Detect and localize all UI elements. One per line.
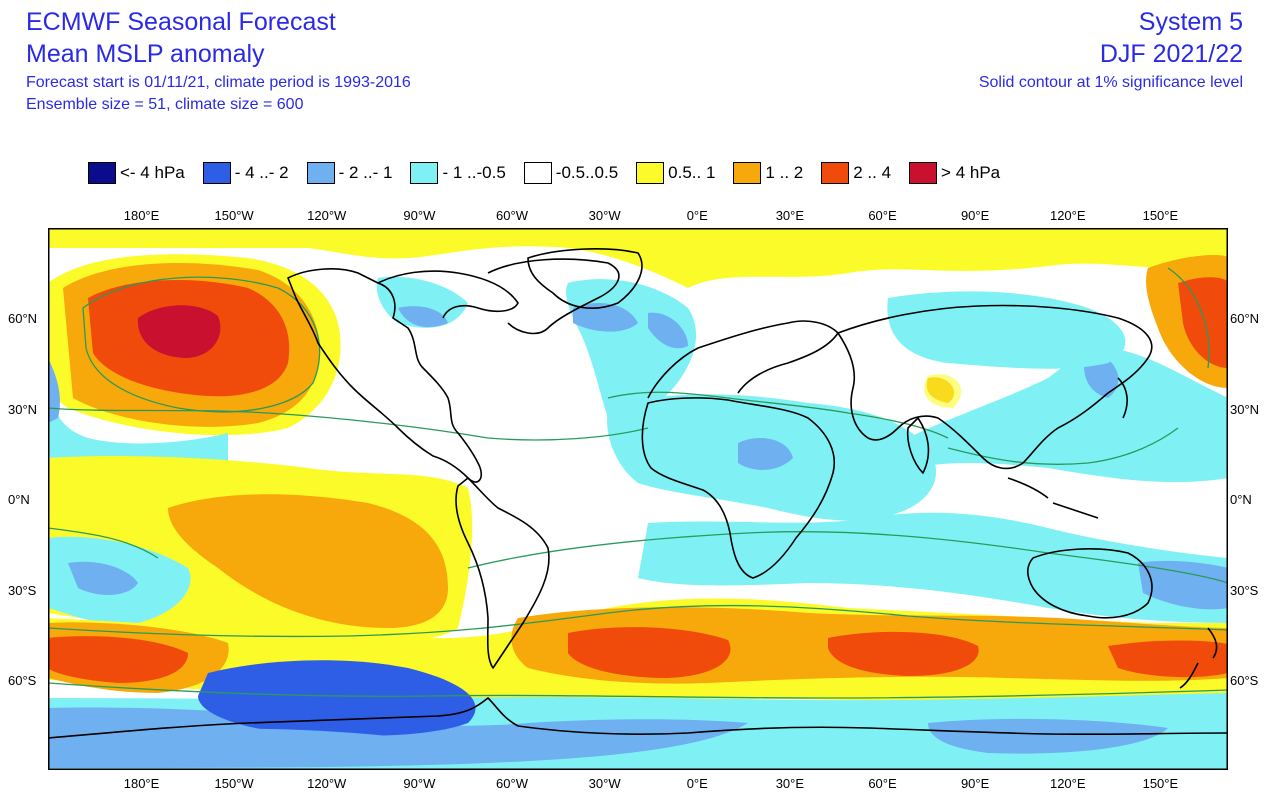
north-pacific-darkred [137, 305, 221, 358]
lon-tick-label: 150°W [214, 208, 254, 223]
lon-tick-label: 0°E [686, 776, 708, 791]
legend-item: -0.5..0.5 [523, 162, 619, 184]
lon-tick-label: 180°E [123, 208, 160, 223]
ensemble-info: Ensemble size = 51, climate size = 600 [26, 96, 304, 113]
chart-title: ECMWF Seasonal Forecast [26, 8, 336, 36]
legend-label: <- 4 hPa [120, 163, 185, 182]
lon-tick-label: 30°W [588, 776, 621, 791]
lat-tick-label-left: 0°N [8, 492, 30, 507]
lon-tick-label: 90°W [403, 776, 436, 791]
chart-subtitle: Mean MSLP anomaly [26, 40, 265, 68]
legend-item: > 4 hPa [909, 162, 1000, 184]
tropical-pacific-orange [168, 494, 448, 628]
lon-tick-label: 30°E [775, 776, 805, 791]
legend-swatch [523, 162, 552, 184]
legend-label: 0.5.. 1 [668, 163, 716, 182]
system-label: System 5 [1138, 8, 1243, 36]
map-frame [48, 228, 1228, 770]
lat-tick-label-right: 60°S [1230, 673, 1259, 688]
legend-swatch [636, 162, 665, 184]
asia-cyan [887, 291, 1126, 369]
legend-item: - 1 ..-0.5 [410, 162, 506, 184]
period-label: DJF 2021/22 [1099, 40, 1243, 68]
legend-label: 1 .. 2 [765, 163, 804, 182]
legend-swatch [410, 162, 439, 184]
lat-tick-label-left: 60°N [8, 311, 38, 326]
lon-tick-label: 0°E [686, 208, 708, 223]
arctic-positive-region [48, 228, 1228, 288]
lat-tick-label-left: 30°N [8, 402, 38, 417]
lon-tick-label: 120°W [307, 208, 347, 223]
legend-swatch [821, 162, 850, 184]
lat-tick-label-right: 0°N [1230, 492, 1252, 507]
lon-tick-label: 120°E [1049, 776, 1086, 791]
anomaly-map [48, 228, 1228, 770]
legend-item: <- 4 hPa [88, 162, 185, 184]
lon-tick-label: 60°W [496, 776, 528, 791]
coastlines [48, 248, 1228, 739]
lon-tick-label: 150°W [214, 776, 254, 791]
legend-item: 2 .. 4 [821, 162, 891, 184]
legend-swatch [909, 162, 938, 184]
lat-tick-label-right: 60°N [1230, 311, 1260, 326]
legend-swatch [88, 162, 116, 184]
lon-tick-label: 60°E [868, 208, 897, 223]
lon-tick-label: 60°W [496, 208, 528, 223]
title-block: ECMWF Seasonal Forecast Mean MSLP anomal… [26, 6, 411, 116]
lon-tick-label: 150°E [1142, 208, 1179, 223]
legend-swatch [733, 162, 762, 184]
legend-swatch [202, 162, 231, 184]
lon-tick-label: 120°W [307, 776, 347, 791]
lon-tick-label: 30°E [775, 208, 805, 223]
lat-tick-label-right: 30°S [1230, 583, 1259, 598]
legend-item: - 4 ..- 2 [202, 162, 289, 184]
color-legend: <- 4 hPa - 4 ..- 2 - 2 ..- 1 - 1 ..-0.5 -0.5… [88, 162, 1018, 184]
lon-tick-label: 90°E [960, 776, 990, 791]
legend-label: - 2 ..- 1 [338, 163, 393, 182]
legend-label: - 1 ..-0.5 [442, 163, 506, 182]
legend-label: 2 .. 4 [853, 163, 892, 182]
system-block: System 5 DJF 2021/22 Solid contour at 1%… [979, 6, 1243, 94]
lat-tick-label-right: 30°N [1230, 402, 1260, 417]
lon-tick-label: 30°W [588, 208, 621, 223]
lon-tick-label: 90°E [960, 208, 990, 223]
legend-label: - 4 ..- 2 [234, 163, 289, 182]
legend-item: 0.5.. 1 [636, 162, 715, 184]
southern-ocean-red [48, 636, 188, 683]
legend-swatch [306, 162, 335, 184]
legend-item: - 2 ..- 1 [306, 162, 393, 184]
legend-label: > 4 hPa [941, 163, 1001, 182]
significance-note: Solid contour at 1% significance level [978, 74, 1243, 91]
lon-tick-label: 120°E [1049, 208, 1086, 223]
lat-tick-label-left: 30°S [8, 583, 37, 598]
lat-tick-label-left: 60°S [8, 673, 37, 688]
lon-tick-label: 90°W [403, 208, 436, 223]
forecast-info: Forecast start is 01/11/21, climate peri… [26, 74, 411, 91]
significance-contours [48, 267, 1228, 699]
lon-tick-label: 60°E [868, 776, 897, 791]
lon-tick-label: 150°E [1142, 776, 1179, 791]
legend-item: 1 .. 2 [733, 162, 803, 184]
legend-label: -0.5..0.5 [555, 163, 619, 182]
lon-tick-label: 180°E [123, 776, 160, 791]
